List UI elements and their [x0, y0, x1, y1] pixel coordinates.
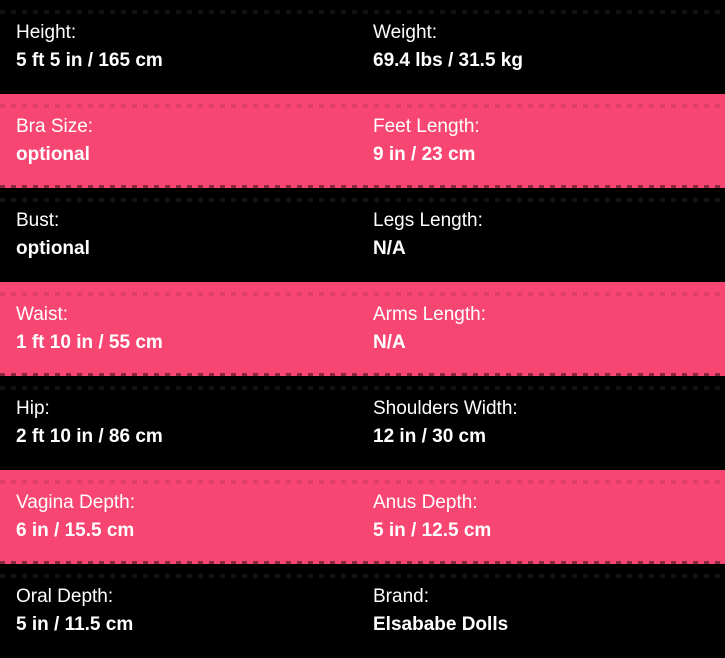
spec-value: 5 in / 12.5 cm [373, 520, 492, 541]
spec-cell-arms-length: Arms Length: N/A [357, 282, 725, 376]
spec-cell-shoulders-width: Shoulders Width: 12 in / 30 cm [357, 376, 725, 470]
spec-cell-waist: Waist: 1 ft 10 in / 55 cm [0, 282, 357, 376]
spec-row-waist-armslength: Waist: 1 ft 10 in / 55 cm Arms Length: N… [0, 282, 725, 376]
spec-label: Waist: [16, 304, 69, 325]
spec-row-bust-legslength: Bust: optional Legs Length: N/A [0, 188, 725, 282]
spec-cell-feet-length: Feet Length: 9 in / 23 cm [357, 94, 725, 188]
spec-value: 12 in / 30 cm [373, 426, 487, 447]
spec-value: 6 in / 15.5 cm [16, 520, 135, 541]
spec-value: optional [16, 238, 90, 259]
spec-label: Weight: [373, 22, 438, 43]
spec-cell-bust: Bust: optional [0, 188, 357, 282]
spec-label: Oral Depth: [16, 586, 114, 607]
spec-cell-weight: Weight: 69.4 lbs / 31.5 kg [357, 0, 725, 94]
spec-label: Vagina Depth: [16, 492, 136, 513]
spec-value: Elsababe Dolls [373, 614, 509, 635]
spec-value: 2 ft 10 in / 86 cm [16, 426, 163, 447]
spec-label: Hip: [16, 398, 50, 419]
spec-value: 5 ft 5 in / 165 cm [16, 50, 163, 71]
spec-label: Height: [16, 22, 77, 43]
spec-cell-vagina-depth: Vagina Depth: 6 in / 15.5 cm [0, 470, 357, 564]
spec-cell-anus-depth: Anus Depth: 5 in / 12.5 cm [357, 470, 725, 564]
spec-row-oraldepth-brand: Oral Depth: 5 in / 11.5 cm Brand: Elsaba… [0, 564, 725, 658]
spec-label: Brand: [373, 586, 429, 607]
spec-value: N/A [373, 332, 406, 353]
spec-label: Shoulders Width: [373, 398, 518, 419]
spec-label: Bra Size: [16, 116, 94, 137]
spec-cell-oral-depth: Oral Depth: 5 in / 11.5 cm [0, 564, 357, 658]
spec-value: 1 ft 10 in / 55 cm [16, 332, 163, 353]
spec-cell-legs-length: Legs Length: N/A [357, 188, 725, 282]
spec-value: optional [16, 144, 90, 165]
spec-row-brasize-feetlength: Bra Size: optional Feet Length: 9 in / 2… [0, 94, 725, 188]
spec-row-height-weight: Height: 5 ft 5 in / 165 cm Weight: 69.4 … [0, 0, 725, 94]
spec-cell-height: Height: 5 ft 5 in / 165 cm [0, 0, 357, 94]
spec-value: 5 in / 11.5 cm [16, 614, 134, 635]
spec-value: N/A [373, 238, 406, 259]
spec-cell-hip: Hip: 2 ft 10 in / 86 cm [0, 376, 357, 470]
spec-label: Anus Depth: [373, 492, 478, 513]
spec-label: Legs Length: [373, 210, 483, 231]
spec-value: 9 in / 23 cm [373, 144, 476, 165]
spec-row-hip-shoulderswidth: Hip: 2 ft 10 in / 86 cm Shoulders Width:… [0, 376, 725, 470]
spec-label: Bust: [16, 210, 60, 231]
spec-row-vaginadepth-anusdepth: Vagina Depth: 6 in / 15.5 cm Anus Depth:… [0, 470, 725, 564]
spec-label: Feet Length: [373, 116, 480, 137]
spec-label: Arms Length: [373, 304, 486, 325]
spec-cell-brand: Brand: Elsababe Dolls [357, 564, 725, 658]
spec-cell-bra-size: Bra Size: optional [0, 94, 357, 188]
spec-value: 69.4 lbs / 31.5 kg [373, 50, 523, 71]
